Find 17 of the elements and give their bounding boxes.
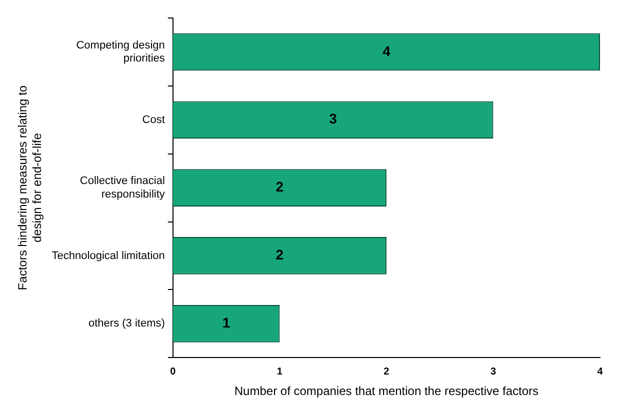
data-label: 4 xyxy=(382,42,391,59)
data-label: 2 xyxy=(276,178,284,195)
x-tick-label: 3 xyxy=(490,366,496,378)
y-tick-label: Technological limitation xyxy=(52,250,165,262)
y-tick-label: Collective finacial responsibility xyxy=(80,175,166,200)
y-tick-label: Competing design priorities xyxy=(76,39,166,65)
y-axis-title: Factors hindering measures relating to design for end-of-life xyxy=(16,85,44,290)
x-axis-title: Number of companies that mention the respective factors xyxy=(234,384,539,398)
x-tick-label: 0 xyxy=(170,366,176,378)
x-tick-label: 4 xyxy=(597,366,604,378)
y-tick-label: others (3 items) xyxy=(88,318,165,330)
x-tick-label: 1 xyxy=(276,366,283,378)
data-label: 1 xyxy=(222,314,230,330)
x-tick-label: 2 xyxy=(384,366,390,378)
data-label: 2 xyxy=(276,246,284,263)
y-tick-label: Cost xyxy=(142,114,165,126)
data-label: 3 xyxy=(329,110,338,127)
